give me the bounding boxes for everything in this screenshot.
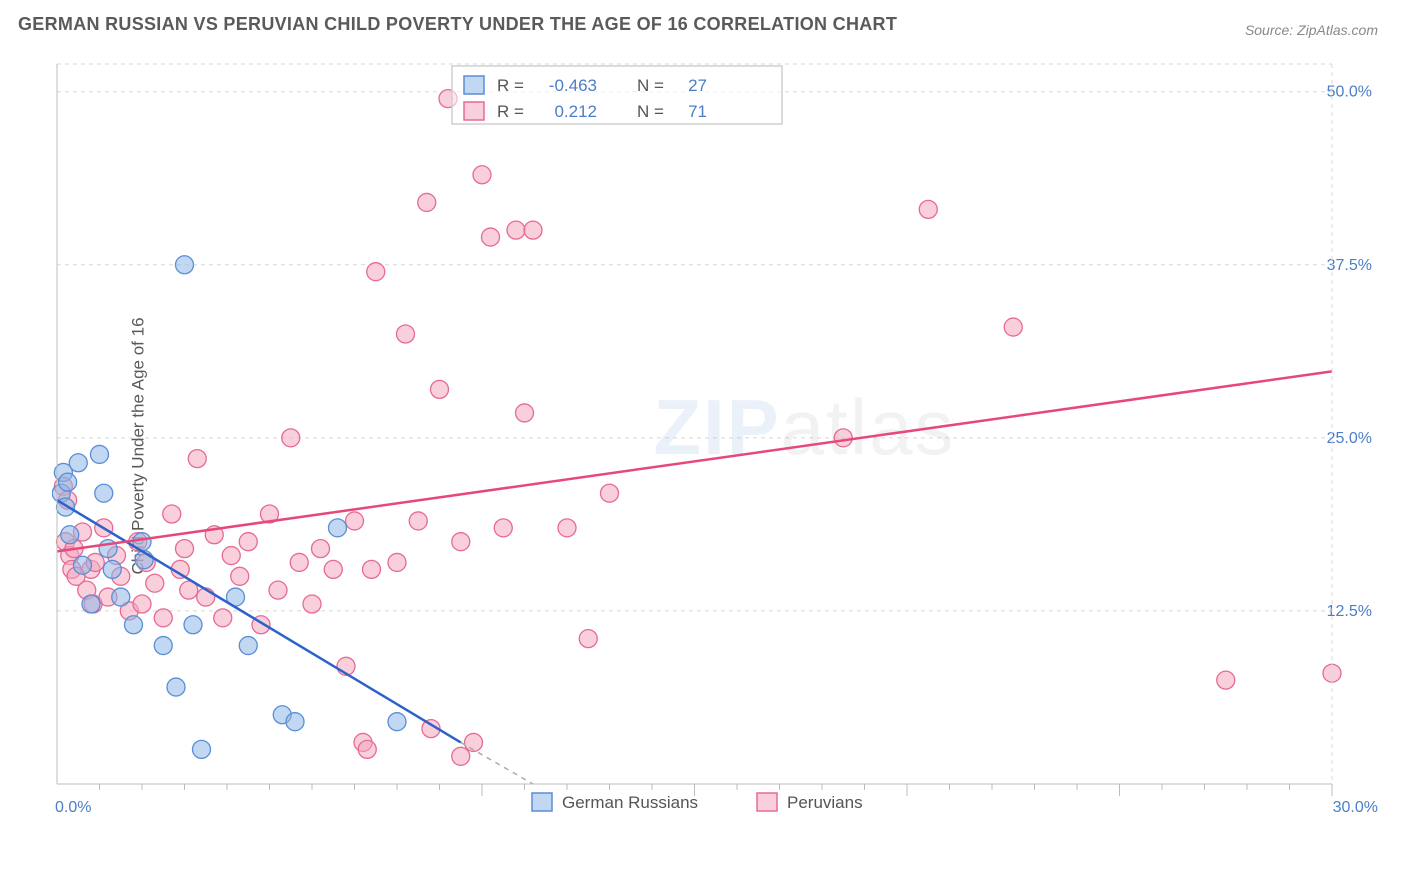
- data-point-peruvians: [146, 574, 164, 592]
- data-point-german_russians: [329, 519, 347, 537]
- data-point-german_russians: [112, 588, 130, 606]
- trendline-extrapolated: [461, 742, 533, 784]
- plot-area: 12.5% 25.0% 37.5% 50.0% ZIPatlas 0.0% 30.0% R =…: [52, 54, 1378, 824]
- data-point-peruvians: [231, 567, 249, 585]
- data-point-peruvians: [324, 560, 342, 578]
- scatter-chart: 12.5% 25.0% 37.5% 50.0% ZIPatlas 0.0% 30.0% R =…: [52, 54, 1378, 824]
- data-point-german_russians: [61, 526, 79, 544]
- legend-r-value: -0.463: [549, 76, 597, 95]
- data-point-peruvians: [290, 553, 308, 571]
- legend-n-label: N =: [637, 76, 664, 95]
- data-point-peruvians: [482, 228, 500, 246]
- data-point-peruvians: [303, 595, 321, 613]
- data-point-peruvians: [358, 740, 376, 758]
- data-point-peruvians: [418, 193, 436, 211]
- y-tick-label: 12.5%: [1327, 603, 1372, 620]
- data-point-peruvians: [558, 519, 576, 537]
- y-tick-label: 50.0%: [1327, 84, 1372, 101]
- data-point-peruvians: [524, 221, 542, 239]
- data-point-german_russians: [125, 616, 143, 634]
- data-point-german_russians: [286, 713, 304, 731]
- source-prefix: Source:: [1245, 22, 1297, 38]
- legend-swatch-german_russians: [464, 76, 484, 94]
- data-point-german_russians: [167, 678, 185, 696]
- data-point-peruvians: [388, 553, 406, 571]
- data-point-peruvians: [367, 263, 385, 281]
- data-point-german_russians: [82, 595, 100, 613]
- data-point-german_russians: [184, 616, 202, 634]
- y-tick-label: 37.5%: [1327, 257, 1372, 274]
- x-max-label: 30.0%: [1333, 799, 1378, 816]
- legend-n-label: N =: [637, 102, 664, 121]
- correlation-legend: R = -0.463 N = 27 R = 0.212 N = 71: [452, 66, 782, 124]
- data-point-german_russians: [59, 473, 77, 491]
- data-point-peruvians: [282, 429, 300, 447]
- data-point-peruvians: [239, 533, 257, 551]
- data-point-peruvians: [516, 404, 534, 422]
- data-point-peruvians: [919, 200, 937, 218]
- watermark: ZIPatlas: [653, 383, 955, 471]
- data-point-peruvians: [452, 747, 470, 765]
- data-point-peruvians: [465, 733, 483, 751]
- data-point-german_russians: [239, 637, 257, 655]
- legend-label-peruvians: Peruvians: [787, 793, 863, 812]
- data-point-german_russians: [69, 454, 87, 472]
- data-point-peruvians: [834, 429, 852, 447]
- data-point-german_russians: [95, 484, 113, 502]
- data-point-peruvians: [188, 450, 206, 468]
- source-link[interactable]: ZipAtlas.com: [1297, 22, 1378, 38]
- data-point-german_russians: [176, 256, 194, 274]
- data-point-german_russians: [388, 713, 406, 731]
- data-point-peruvians: [222, 547, 240, 565]
- data-point-peruvians: [397, 325, 415, 343]
- legend-n-value: 71: [688, 102, 707, 121]
- legend-r-value: 0.212: [554, 102, 597, 121]
- series-legend: German Russians Peruvians: [532, 793, 863, 812]
- data-point-peruvians: [1217, 671, 1235, 689]
- chart-title: GERMAN RUSSIAN VS PERUVIAN CHILD POVERTY…: [18, 14, 897, 35]
- data-point-german_russians: [154, 637, 172, 655]
- trendline-german_russians: [57, 500, 461, 742]
- data-point-german_russians: [74, 556, 92, 574]
- data-point-peruvians: [601, 484, 619, 502]
- data-point-peruvians: [507, 221, 525, 239]
- x-min-label: 0.0%: [55, 799, 91, 816]
- legend-swatch-german_russians: [532, 793, 552, 811]
- data-point-peruvians: [154, 609, 172, 627]
- data-point-peruvians: [1004, 318, 1022, 336]
- data-point-peruvians: [452, 533, 470, 551]
- legend-r-label: R =: [497, 76, 524, 95]
- data-point-peruvians: [269, 581, 287, 599]
- data-point-peruvians: [363, 560, 381, 578]
- source-attribution: Source: ZipAtlas.com: [1245, 22, 1378, 38]
- data-point-german_russians: [91, 445, 109, 463]
- data-point-peruvians: [494, 519, 512, 537]
- y-tick-label: 25.0%: [1327, 430, 1372, 447]
- legend-swatch-peruvians: [757, 793, 777, 811]
- data-point-peruvians: [579, 630, 597, 648]
- data-point-peruvians: [176, 540, 194, 558]
- data-point-peruvians: [312, 540, 330, 558]
- data-point-peruvians: [346, 512, 364, 530]
- legend-r-label: R =: [497, 102, 524, 121]
- legend-label-german_russians: German Russians: [562, 793, 698, 812]
- data-point-german_russians: [103, 560, 121, 578]
- data-point-peruvians: [133, 595, 151, 613]
- data-point-german_russians: [193, 740, 211, 758]
- legend-n-value: 27: [688, 76, 707, 95]
- legend-swatch-peruvians: [464, 102, 484, 120]
- data-point-peruvians: [409, 512, 427, 530]
- data-point-peruvians: [473, 166, 491, 184]
- data-point-peruvians: [163, 505, 181, 523]
- data-point-peruvians: [214, 609, 232, 627]
- data-point-peruvians: [431, 380, 449, 398]
